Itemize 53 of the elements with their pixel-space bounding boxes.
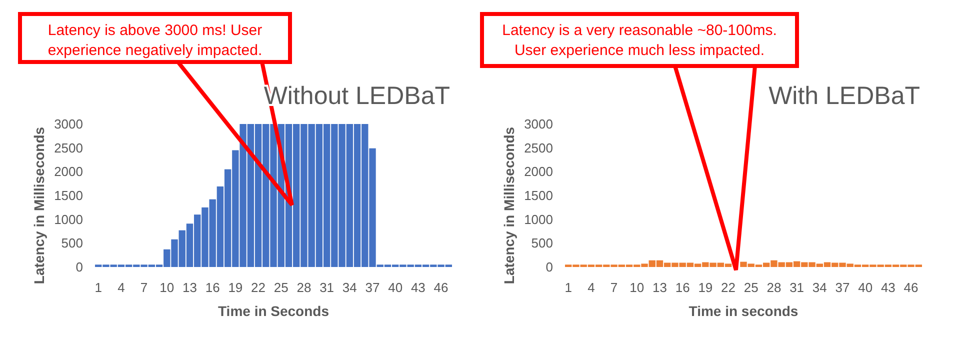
- y-tick-label: 3000: [524, 116, 553, 132]
- y-tick-label: 2000: [54, 164, 83, 180]
- y-tick-label: 500: [531, 236, 553, 251]
- y-axis-title: Latency in Milliseconds: [501, 126, 517, 284]
- y-tick-label: 1000: [54, 212, 83, 227]
- x-axis-title: Time in seconds: [688, 303, 798, 319]
- x-tick-label: 7: [140, 280, 148, 295]
- x-tick-label: 13: [652, 280, 667, 295]
- y-tick-label: 0: [546, 260, 553, 275]
- x-tick-label: 22: [251, 280, 266, 295]
- x-tick-label: 34: [812, 280, 827, 295]
- x-tick-label: 10: [630, 280, 644, 295]
- x-tick-label: 19: [698, 280, 713, 295]
- x-tick-label: 31: [320, 280, 334, 295]
- x-tick-label: 25: [744, 280, 758, 295]
- y-axis-title: Latency in Milliseconds: [31, 126, 47, 284]
- x-tick-label: 10: [160, 280, 174, 295]
- y-tick-label: 0: [76, 260, 83, 275]
- x-tick-label: 40: [388, 280, 403, 295]
- text: Latency is above 3000 ms! User experience negatively impacted.: [48, 22, 262, 59]
- x-tick-label: 16: [205, 280, 220, 295]
- x-tick-label: 13: [182, 280, 197, 295]
- y-tick-label: 500: [61, 236, 83, 251]
- x-tick-label: 34: [342, 280, 357, 295]
- x-tick-label: 16: [675, 280, 690, 295]
- x-tick-label: 43: [410, 280, 426, 295]
- y-tick-label: 1000: [524, 212, 553, 227]
- x-tick-label: 43: [880, 280, 896, 295]
- x-tick-label: 28: [766, 280, 782, 295]
- x-tick-label: 7: [610, 280, 618, 295]
- chart-title: With LEDBaT: [768, 82, 920, 110]
- x-tick-label: 1: [94, 280, 102, 295]
- x-tick-label: 37: [365, 280, 380, 295]
- x-tick-label: 19: [228, 280, 243, 295]
- x-tick-label: 31: [790, 280, 804, 295]
- y-tick-label: 1500: [54, 188, 83, 204]
- y-tick-label: 3000: [54, 116, 83, 132]
- x-tick-label: 4: [588, 280, 595, 295]
- y-tick-label: 1500: [524, 188, 553, 204]
- x-tick-label: 46: [434, 280, 448, 295]
- x-tick-label: 46: [904, 280, 918, 295]
- y-tick-label: 2500: [54, 140, 83, 156]
- y-tick-label: 2000: [524, 164, 553, 180]
- x-tick-label: 37: [835, 280, 850, 295]
- x-axis-title: Time in Seconds: [218, 303, 330, 319]
- x-tick-label: 25: [274, 280, 288, 295]
- x-tick-label: 1: [564, 280, 572, 295]
- text: Latency is a very reasonable ~80-100ms. User experience much less impacted.: [502, 22, 777, 59]
- x-tick-label: 40: [858, 280, 873, 295]
- y-tick-label: 2500: [524, 140, 553, 156]
- x-tick-label: 22: [721, 280, 736, 295]
- x-tick-label: 4: [118, 280, 125, 295]
- x-tick-label: 28: [296, 280, 312, 295]
